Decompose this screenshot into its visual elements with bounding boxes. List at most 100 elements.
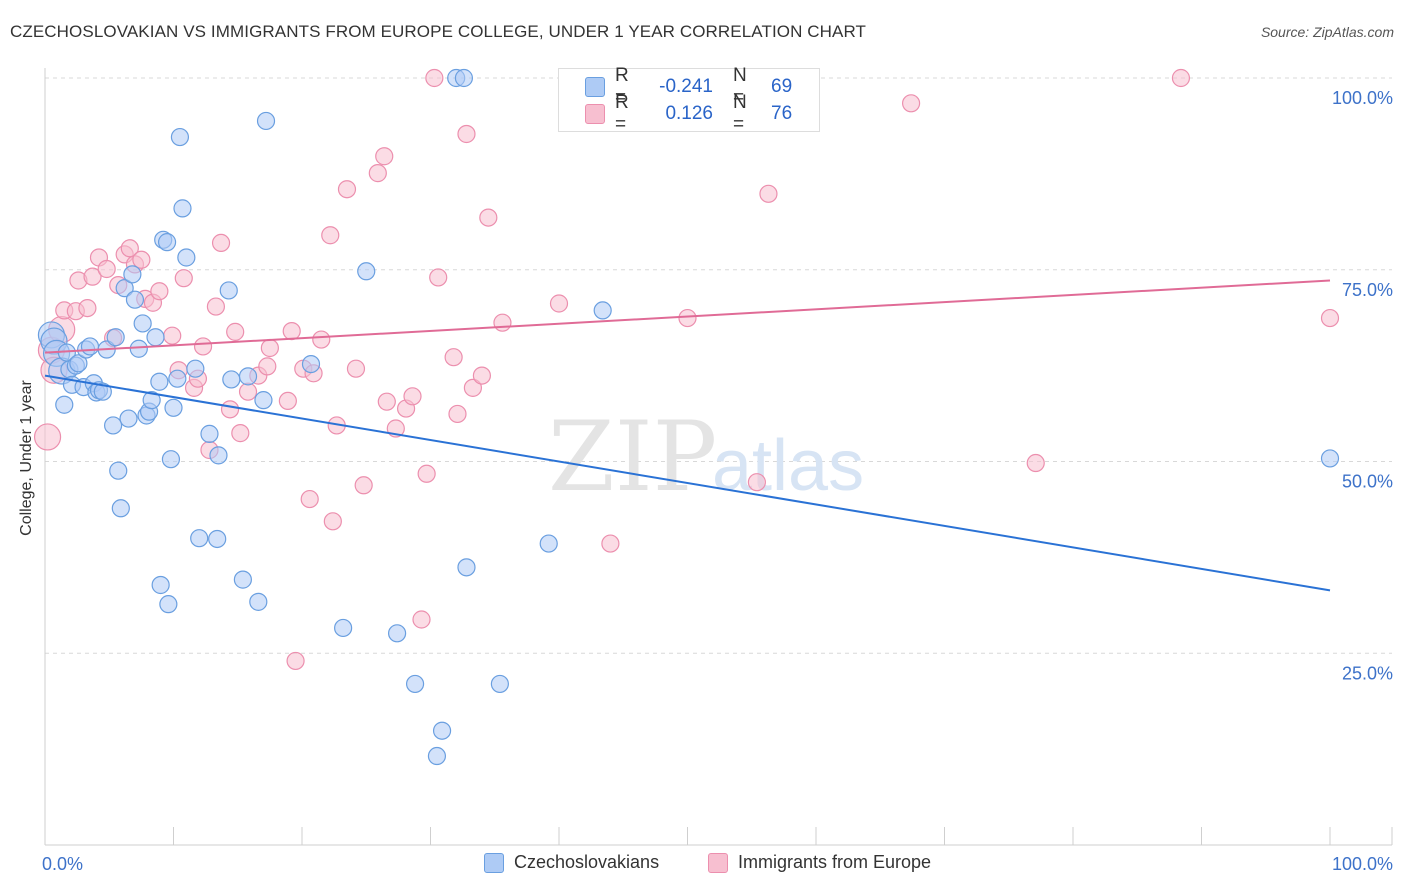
data-point [33, 423, 62, 451]
axes [44, 68, 1393, 846]
data-point [493, 313, 512, 332]
data-point [219, 281, 238, 300]
data-point [479, 208, 498, 227]
data-point [190, 529, 209, 548]
data-point [593, 301, 612, 320]
y-tick-label: 100.0% [1332, 88, 1393, 108]
trend-lines [44, 279, 1331, 592]
data-point [222, 370, 241, 389]
data-point [429, 268, 448, 287]
data-point [432, 721, 452, 740]
tick-labels: 100.0% 75.0% 50.0% 25.0% 0.0% 100.0% [42, 88, 1393, 874]
source-label: Source: ZipAtlas.com [1260, 24, 1394, 40]
data-point [312, 330, 331, 349]
data-point [226, 322, 245, 341]
data-point [301, 354, 321, 374]
bottom-legend-swatch-pink [708, 852, 728, 873]
watermark-zip: ZIP [548, 401, 717, 513]
legend-n-label: N = [733, 65, 747, 108]
bottom-legend-label-1: Czechoslovakians [514, 852, 660, 872]
y-tick-label: 50.0% [1342, 472, 1393, 492]
bottom-legend-immigrants: Immigrants from Europe [708, 852, 931, 873]
data-point [206, 297, 226, 316]
data-point [1171, 68, 1191, 88]
data-point [1026, 453, 1045, 473]
data-point [164, 398, 183, 417]
data-point [377, 392, 396, 411]
legend-swatch-pink [585, 104, 605, 124]
data-point [539, 534, 558, 553]
data-point [133, 314, 152, 333]
data-point [412, 610, 431, 629]
data-point [111, 499, 130, 518]
data-point [759, 184, 778, 203]
data-point [425, 68, 444, 88]
x-tick-label: 100.0% [1332, 854, 1393, 874]
data-point [69, 354, 88, 373]
data-point [405, 674, 425, 694]
data-point [260, 338, 279, 358]
watermark-atlas: atlas [712, 426, 864, 506]
legend-r-label: R = [615, 65, 629, 108]
data-point [209, 446, 228, 465]
y-tick-label: 75.0% [1342, 280, 1393, 300]
data-point [1320, 308, 1340, 328]
data-point [150, 372, 169, 391]
data-point [403, 387, 422, 406]
data-point [334, 618, 353, 638]
data-point [115, 279, 134, 298]
data-point [161, 450, 181, 469]
trend-line-immigrants [44, 279, 1331, 354]
data-point [123, 265, 142, 284]
data-point [249, 592, 268, 611]
data-point [678, 308, 697, 328]
data-point [150, 282, 169, 301]
data-point [129, 339, 148, 358]
data-point [282, 322, 301, 341]
data-point [448, 404, 467, 424]
data-point [454, 68, 474, 88]
data-point [211, 233, 231, 253]
data-point [323, 512, 342, 531]
data-point [387, 624, 407, 643]
data-point [354, 476, 373, 495]
data-point [78, 299, 97, 318]
data-point [427, 746, 447, 766]
trend-line-czechoslovakians [44, 374, 1331, 592]
data-point [747, 473, 766, 492]
data-point [83, 267, 102, 286]
data-point [146, 328, 165, 347]
data-point [1320, 449, 1340, 468]
legend-r-value-2: 0.126 [665, 103, 713, 124]
data-point [457, 558, 476, 577]
data-point [157, 233, 177, 252]
data-point [119, 409, 138, 428]
data-point [173, 199, 192, 218]
data-point [120, 239, 139, 258]
data-point [132, 250, 151, 269]
bottom-legend-czechoslovakians: Czechoslovakians [484, 852, 659, 873]
data-point [256, 111, 276, 131]
chart-title: CZECHOSLOVAKIAN VS IMMIGRANTS FROM EUROP… [10, 22, 867, 41]
data-point [346, 359, 366, 378]
data-point [444, 348, 463, 367]
data-point [357, 262, 376, 281]
x-tick-label: 0.0% [42, 854, 83, 874]
data-point [200, 424, 219, 443]
data-point [463, 378, 483, 397]
legend-r-value-1: -0.241 [659, 76, 713, 97]
data-point [472, 366, 491, 385]
data-point [254, 391, 273, 410]
data-point [368, 164, 387, 183]
data-point [104, 416, 123, 435]
data-point [901, 94, 921, 113]
data-point [300, 489, 319, 509]
data-point [208, 529, 227, 549]
legend-r-label: R = [615, 92, 629, 135]
data-point [490, 674, 509, 694]
bottom-legend-label-2: Immigrants from Europe [738, 852, 932, 872]
data-point [80, 337, 100, 356]
data-point [337, 180, 357, 199]
legend-n-value-2: 76 [771, 103, 793, 124]
data-point [601, 534, 620, 553]
